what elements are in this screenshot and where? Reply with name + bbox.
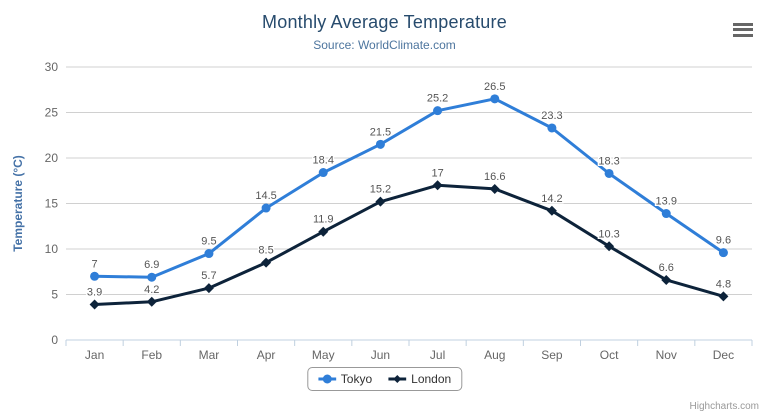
hamburger-bar <box>733 28 753 31</box>
x-axis-label: May <box>312 348 335 362</box>
data-label-tokyo: 23.3 <box>541 110 562 122</box>
data-label-london: 4.8 <box>716 278 731 290</box>
data-label-tokyo: 6.9 <box>144 259 159 271</box>
data-label-london: 14.2 <box>541 193 562 205</box>
data-label-london: 17 <box>431 167 443 179</box>
series-point-london-Dec[interactable] <box>718 291 729 302</box>
x-axis-label: Jun <box>371 348 390 362</box>
x-axis-label: Dec <box>713 348 734 362</box>
legend-label-tokyo: Tokyo <box>340 372 373 386</box>
y-axis-label: 30 <box>45 60 59 74</box>
data-label-london: 8.5 <box>258 245 273 257</box>
x-axis-label: Mar <box>199 348 220 362</box>
data-label-london: 16.6 <box>484 171 505 183</box>
data-label-london: 4.2 <box>144 284 159 296</box>
x-axis-label: Nov <box>656 348 677 362</box>
y-axis-label: 5 <box>51 288 58 302</box>
y-axis-label: 10 <box>45 242 59 256</box>
series-point-london-Jun[interactable] <box>375 196 386 207</box>
x-axis-label: Jan <box>85 348 104 362</box>
series-point-tokyo-Mar[interactable] <box>204 249 214 259</box>
series-point-tokyo-Jan[interactable] <box>90 271 100 281</box>
highcharts-credits-link[interactable]: Highcharts.com <box>689 401 759 412</box>
y-axis-title: Temperature (°C) <box>11 155 25 252</box>
series-point-tokyo-Jul[interactable] <box>433 106 443 116</box>
series-point-tokyo-Jun[interactable] <box>375 139 385 149</box>
series-point-tokyo-Dec[interactable] <box>718 248 728 258</box>
data-label-tokyo: 26.5 <box>484 81 505 93</box>
x-axis-label: Aug <box>484 348 505 362</box>
series-point-london-Aug[interactable] <box>489 183 500 194</box>
series-point-tokyo-Aug[interactable] <box>490 94 500 104</box>
hamburger-menu-icon[interactable] <box>732 22 754 37</box>
data-label-london: 11.9 <box>313 214 334 226</box>
legend-label-london: London <box>411 372 452 386</box>
data-label-tokyo: 7 <box>92 258 98 270</box>
x-axis-label: Sep <box>541 348 563 362</box>
legend-item-tokyo[interactable]: Tokyo <box>317 372 373 386</box>
data-label-tokyo: 13.9 <box>656 196 677 208</box>
y-axis-label: 15 <box>45 197 59 211</box>
series-point-tokyo-Oct[interactable] <box>604 168 614 178</box>
series-point-tokyo-Feb[interactable] <box>147 272 157 282</box>
legend-item-london[interactable]: London <box>388 372 451 386</box>
legend-marker-london-icon <box>388 375 407 383</box>
series-line-tokyo[interactable] <box>93 97 725 279</box>
series-point-london-Jul[interactable] <box>432 180 443 191</box>
series-line-london[interactable] <box>93 183 725 306</box>
data-label-london: 6.6 <box>659 262 674 274</box>
x-axis-label: Feb <box>141 348 162 362</box>
series-point-tokyo-Sep[interactable] <box>547 123 557 133</box>
hamburger-bar <box>733 33 753 37</box>
series-point-tokyo-Nov[interactable] <box>661 209 671 219</box>
x-axis-label: Apr <box>257 348 276 362</box>
data-label-tokyo: 9.6 <box>716 235 731 247</box>
x-axis-label: Oct <box>600 348 619 362</box>
legend-marker-tokyo-icon <box>317 374 336 384</box>
chart-legend: Tokyo London <box>306 367 463 391</box>
chart-title: Monthly Average Temperature <box>262 12 507 32</box>
series-point-london-Mar[interactable] <box>203 283 214 294</box>
data-label-london: 3.9 <box>87 287 102 299</box>
series-point-london-Oct[interactable] <box>604 241 615 252</box>
series-point-london-Nov[interactable] <box>661 274 672 285</box>
data-label-london: 10.3 <box>598 228 619 240</box>
series-point-tokyo-Apr[interactable] <box>261 203 271 213</box>
series-point-london-Apr[interactable] <box>261 257 272 268</box>
y-axis-label: 25 <box>45 106 59 120</box>
series-point-london-Sep[interactable] <box>546 205 557 216</box>
series-point-tokyo-May[interactable] <box>318 168 328 178</box>
data-label-tokyo: 14.5 <box>255 190 276 202</box>
y-axis-label: 0 <box>51 333 58 347</box>
data-label-tokyo: 18.3 <box>598 155 619 167</box>
series-point-london-Jan[interactable] <box>89 299 100 310</box>
data-label-tokyo: 25.2 <box>427 93 448 105</box>
series-point-london-Feb[interactable] <box>146 296 157 307</box>
y-axis-label: 20 <box>45 151 59 165</box>
hamburger-bar <box>733 22 753 26</box>
x-axis-label: Jul <box>430 348 445 362</box>
data-label-london: 15.2 <box>370 184 391 196</box>
data-label-london: 5.7 <box>201 270 216 282</box>
data-label-tokyo: 9.5 <box>201 236 216 248</box>
series-point-london-May[interactable] <box>318 226 329 237</box>
chart-subtitle: Source: WorldClimate.com <box>313 38 456 52</box>
data-label-tokyo: 21.5 <box>370 126 391 138</box>
data-label-tokyo: 18.4 <box>313 155 334 167</box>
